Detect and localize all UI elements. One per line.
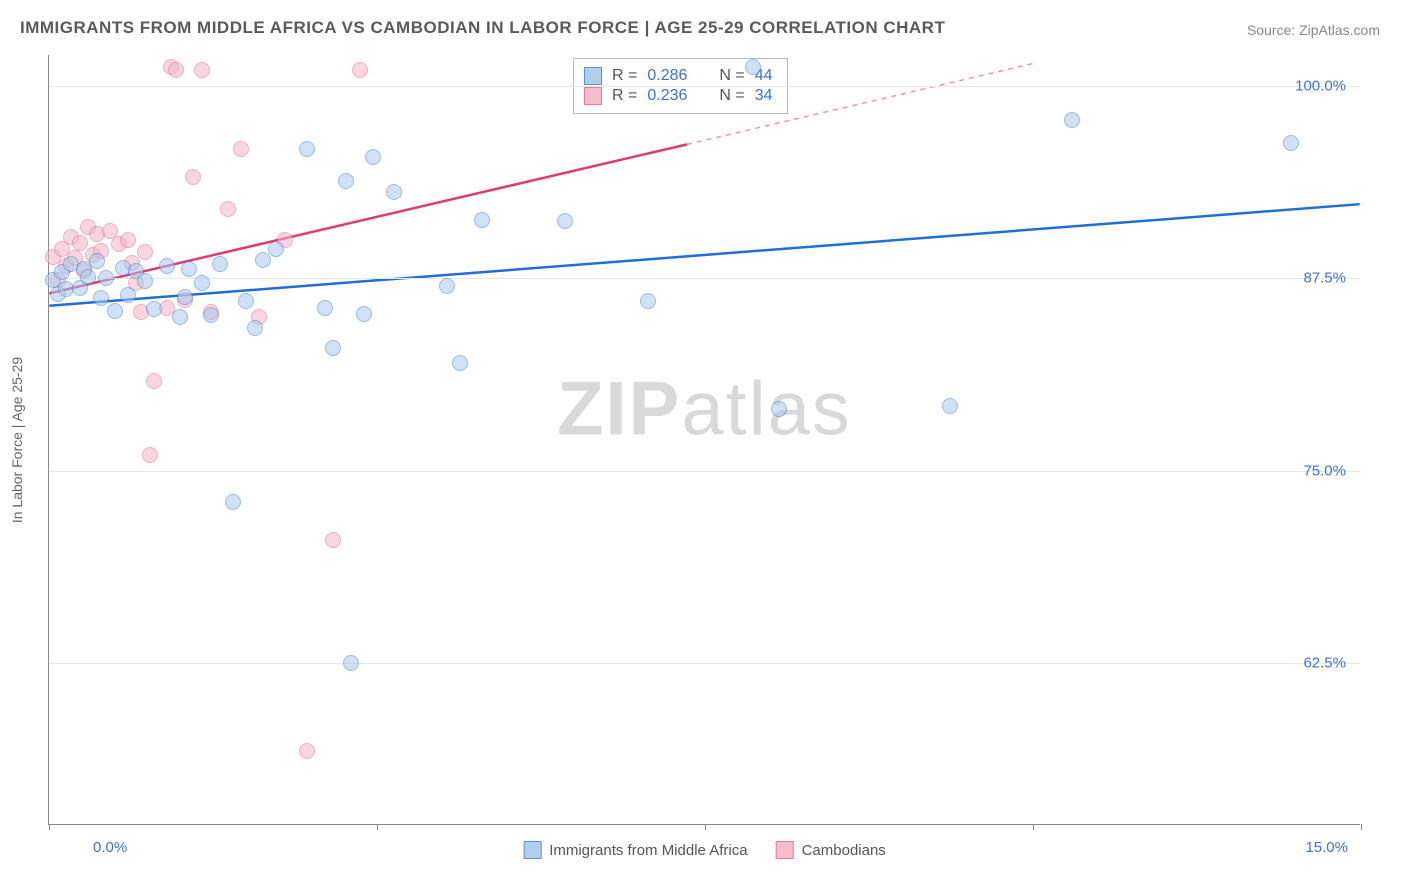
n-value-2: 34 — [755, 87, 773, 105]
data-point — [137, 244, 153, 260]
data-point — [146, 301, 162, 317]
x-tick-mark — [1361, 824, 1362, 830]
data-point — [146, 373, 162, 389]
x-tick-mark — [1033, 824, 1034, 830]
data-point — [268, 241, 284, 257]
data-point — [299, 743, 315, 759]
stats-row-series1: R = 0.286 N = 44 — [584, 67, 773, 85]
data-point — [194, 275, 210, 291]
data-point — [238, 293, 254, 309]
gridline-horizontal — [49, 471, 1360, 472]
y-tick-label: 87.5% — [1303, 270, 1346, 287]
data-point — [98, 270, 114, 286]
watermark-bold: ZIP — [557, 366, 681, 451]
data-point — [212, 256, 228, 272]
x-tick-mark — [377, 824, 378, 830]
data-point — [172, 309, 188, 325]
r-label-1: R = — [612, 67, 637, 85]
data-point — [452, 355, 468, 371]
data-point — [89, 253, 105, 269]
data-point — [185, 169, 201, 185]
data-point — [247, 320, 263, 336]
n-label-2: N = — [719, 87, 744, 105]
data-point — [386, 184, 402, 200]
data-point — [225, 494, 241, 510]
data-point — [771, 401, 787, 417]
data-point — [343, 655, 359, 671]
r-value-1: 0.286 — [647, 67, 687, 85]
data-point — [120, 287, 136, 303]
data-point — [177, 289, 193, 305]
data-point — [1283, 135, 1299, 151]
data-point — [745, 59, 761, 75]
y-tick-label: 62.5% — [1303, 655, 1346, 672]
legend-label-series1: Immigrants from Middle Africa — [549, 842, 747, 859]
swatch-series2 — [584, 87, 602, 105]
data-point — [474, 212, 490, 228]
data-point — [640, 293, 656, 309]
y-tick-label: 75.0% — [1303, 462, 1346, 479]
data-point — [942, 398, 958, 414]
x-axis-min-label: 0.0% — [93, 839, 127, 856]
data-point — [233, 141, 249, 157]
watermark-logo: ZIPatlas — [557, 365, 852, 452]
data-point — [168, 62, 184, 78]
data-point — [142, 447, 158, 463]
data-point — [557, 213, 573, 229]
y-tick-label: 100.0% — [1295, 77, 1346, 94]
data-point — [338, 173, 354, 189]
data-point — [356, 306, 372, 322]
data-point — [80, 269, 96, 285]
data-point — [325, 340, 341, 356]
legend-item-series2: Cambodians — [776, 841, 886, 859]
data-point — [107, 303, 123, 319]
data-point — [181, 261, 197, 277]
source-link[interactable]: ZipAtlas.com — [1299, 22, 1380, 38]
data-point — [194, 62, 210, 78]
data-point — [439, 278, 455, 294]
stats-row-series2: R = 0.236 N = 34 — [584, 87, 773, 105]
data-point — [325, 532, 341, 548]
watermark-light: atlas — [681, 366, 852, 451]
data-point — [120, 232, 136, 248]
x-tick-mark — [705, 824, 706, 830]
data-point — [365, 149, 381, 165]
data-point — [255, 252, 271, 268]
data-point — [1064, 112, 1080, 128]
data-point — [352, 62, 368, 78]
data-point — [159, 258, 175, 274]
legend-label-series2: Cambodians — [802, 842, 886, 859]
x-tick-mark — [49, 824, 50, 830]
gridline-horizontal — [49, 278, 1360, 279]
data-point — [317, 300, 333, 316]
chart-title: IMMIGRANTS FROM MIDDLE AFRICA VS CAMBODI… — [20, 18, 945, 38]
scatter-plot-area: In Labor Force | Age 25-29 ZIPatlas R = … — [48, 55, 1360, 825]
source-label: Source: — [1247, 22, 1299, 38]
data-point — [93, 290, 109, 306]
legend-item-series1: Immigrants from Middle Africa — [523, 841, 747, 859]
gridline-horizontal — [49, 86, 1360, 87]
gridline-horizontal — [49, 663, 1360, 664]
legend: Immigrants from Middle Africa Cambodians — [523, 841, 886, 859]
r-value-2: 0.236 — [647, 87, 687, 105]
legend-swatch-series2 — [776, 841, 794, 859]
data-point — [72, 235, 88, 251]
data-point — [220, 201, 236, 217]
trendlines-layer — [49, 55, 1360, 824]
r-label-2: R = — [612, 87, 637, 105]
data-point — [203, 307, 219, 323]
data-point — [137, 273, 153, 289]
legend-swatch-series1 — [523, 841, 541, 859]
x-axis-max-label: 15.0% — [1305, 839, 1348, 856]
chart-container: IMMIGRANTS FROM MIDDLE AFRICA VS CAMBODI… — [0, 0, 1406, 892]
source-attribution: Source: ZipAtlas.com — [1247, 22, 1380, 38]
swatch-series1 — [584, 67, 602, 85]
data-point — [299, 141, 315, 157]
y-axis-title: In Labor Force | Age 25-29 — [9, 356, 25, 522]
n-label-1: N = — [719, 67, 744, 85]
